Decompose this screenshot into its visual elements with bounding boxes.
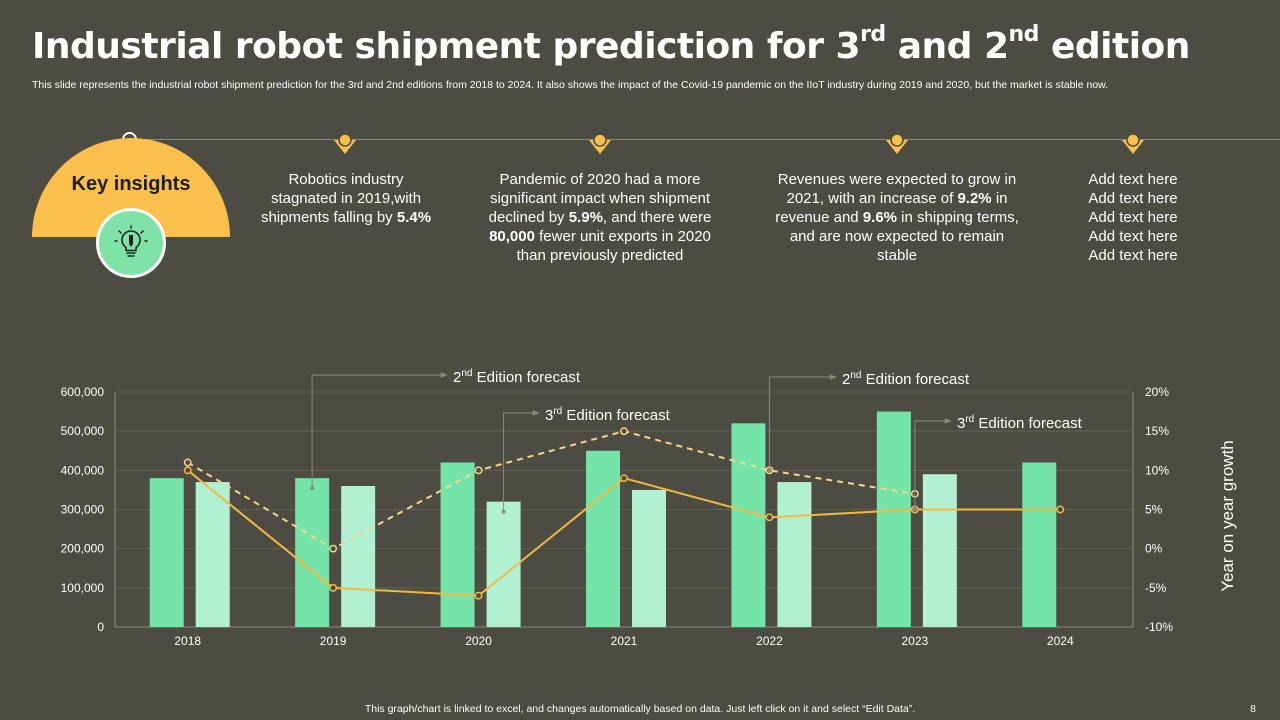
data-point xyxy=(765,513,774,522)
bar xyxy=(195,482,230,627)
callout-arrow xyxy=(503,410,540,512)
callout-anchor xyxy=(501,509,506,514)
x-tick-label: 2022 xyxy=(756,634,783,648)
bar xyxy=(1022,462,1057,627)
bar xyxy=(586,450,620,627)
bar xyxy=(731,423,766,627)
data-point xyxy=(765,466,774,475)
x-tick-label: 2020 xyxy=(465,634,492,648)
lightbulb-pen-icon xyxy=(96,208,166,278)
bar xyxy=(440,462,475,627)
insight-text: Robotics industry stagnated in 2019,with… xyxy=(260,171,432,226)
bar xyxy=(149,478,184,627)
callout-label: 3rd Edition forecast xyxy=(957,414,1083,432)
callout-label: 2nd Edition forecast xyxy=(453,368,581,386)
y2-axis-title: Year on year growth xyxy=(1218,440,1237,592)
insight-text: Add text here Add text here Add text her… xyxy=(1088,171,1178,264)
y2-tick-label: -10% xyxy=(1145,620,1173,634)
callout-arrow xyxy=(768,374,837,471)
y2-tick-label: 15% xyxy=(1145,424,1169,438)
timeline-marker xyxy=(886,133,908,154)
page-number: 8 xyxy=(1250,703,1256,715)
data-point xyxy=(910,505,919,514)
x-tick-label: 2018 xyxy=(174,634,201,648)
x-tick-label: 2023 xyxy=(902,634,929,648)
x-tick-label: 2019 xyxy=(320,634,347,648)
data-point xyxy=(183,466,192,475)
y2-tick-label: 10% xyxy=(1145,463,1169,477)
series-line xyxy=(187,469,1061,597)
y-tick-label: 400,000 xyxy=(61,463,105,477)
x-tick-label: 2021 xyxy=(611,634,638,648)
page-subtitle: This slide represents the industrial rob… xyxy=(32,79,1109,91)
series-line xyxy=(187,430,916,550)
timeline-marker xyxy=(1122,133,1144,154)
timeline-line xyxy=(130,139,1280,140)
data-point xyxy=(620,427,628,436)
y-tick-label: 300,000 xyxy=(61,503,105,517)
y-tick-label: 600,000 xyxy=(61,385,105,399)
page-title: Industrial robot shipment prediction for… xyxy=(32,22,1190,68)
data-point xyxy=(1056,505,1065,514)
bar xyxy=(876,411,911,627)
bar xyxy=(632,489,666,627)
y2-tick-label: -5% xyxy=(1145,581,1167,595)
bar xyxy=(486,501,521,627)
insight-text: Pandemic of 2020 had a more significant … xyxy=(488,171,712,264)
insight-text: Revenues were expected to grow in 2021, … xyxy=(775,171,1019,264)
data-point xyxy=(183,458,192,467)
timeline-marker xyxy=(334,133,356,154)
data-point xyxy=(474,591,483,600)
data-point xyxy=(329,544,338,553)
y2-tick-label: 5% xyxy=(1145,503,1163,517)
callout-anchor xyxy=(912,507,917,512)
data-point xyxy=(620,474,628,483)
data-point xyxy=(910,489,919,498)
y2-tick-label: 0% xyxy=(1145,542,1163,556)
lightbulb-icon xyxy=(114,225,148,257)
bar xyxy=(922,474,957,627)
y-tick-label: 200,000 xyxy=(61,542,105,556)
callout-anchor xyxy=(310,486,315,491)
callout-arrow xyxy=(311,372,448,489)
bar xyxy=(777,482,812,627)
y-tick-label: 500,000 xyxy=(61,424,105,438)
y-tick-label: 0 xyxy=(97,620,104,634)
y-tick-label: 100,000 xyxy=(61,581,105,595)
callout-label: 3rd Edition forecast xyxy=(545,406,671,424)
key-insights-label: Key insights xyxy=(71,173,191,195)
callout-anchor xyxy=(767,468,772,473)
timeline-marker xyxy=(589,133,611,154)
y2-tick-label: 20% xyxy=(1145,385,1169,399)
data-point xyxy=(329,583,338,592)
data-point xyxy=(474,466,483,475)
bar xyxy=(295,478,330,627)
x-tick-label: 2024 xyxy=(1047,634,1074,648)
footer-note: This graph/chart is linked to excel, and… xyxy=(364,703,916,715)
bar xyxy=(341,486,376,627)
callout-label: 2nd Edition forecast xyxy=(842,370,970,388)
callout-arrow xyxy=(914,418,952,510)
